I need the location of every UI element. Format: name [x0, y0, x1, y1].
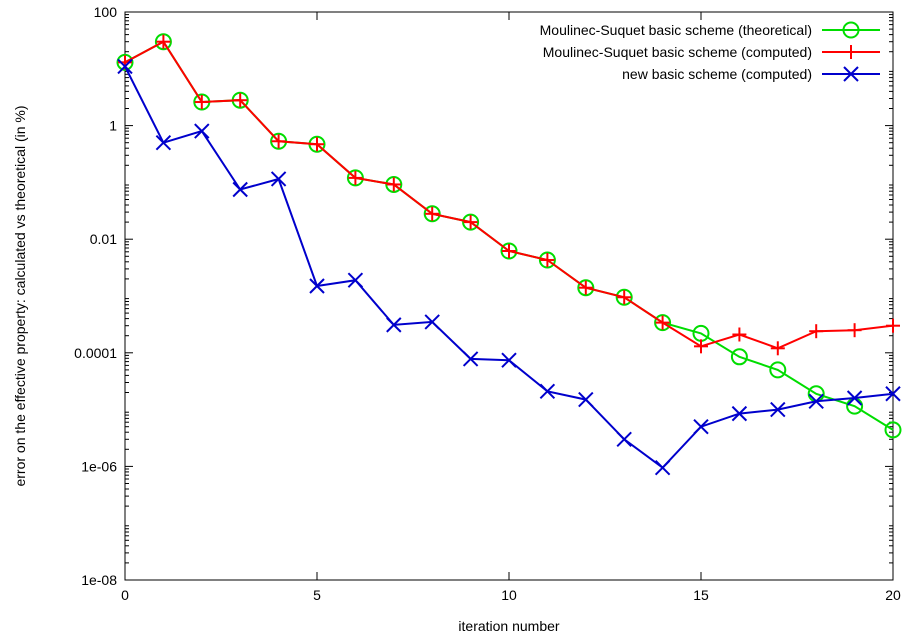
- series-1: [116, 33, 902, 439]
- data-point: [540, 253, 555, 268]
- data-point: [385, 175, 403, 193]
- legend-item: Moulinec-Suquet basic scheme (computed): [543, 44, 880, 60]
- legend-label: new basic scheme (computed): [622, 66, 812, 82]
- data-point: [769, 361, 787, 379]
- data-point: [502, 243, 516, 258]
- legend-marker: [843, 66, 859, 82]
- data-point: [654, 459, 671, 476]
- data-point: [846, 390, 863, 406]
- data-point: [462, 213, 480, 231]
- data-point: [271, 134, 286, 149]
- legend-label: Moulinec-Suquet basic scheme (computed): [543, 44, 812, 60]
- x-tick-label: 0: [121, 587, 129, 603]
- y-tick-label: 1e-08: [81, 572, 117, 588]
- data-point: [232, 181, 248, 198]
- y-tick-label: 0.0001: [74, 345, 117, 361]
- data-point: [117, 58, 133, 75]
- data-point: [233, 93, 248, 108]
- y-axis-ticks: 1e-08 1e-06 0.0001 0.01 1 100: [74, 4, 893, 588]
- data-point: [155, 134, 172, 151]
- series-line: [124, 40, 894, 350]
- data-point: [310, 137, 324, 152]
- data-point: [732, 327, 747, 342]
- legend-item: Moulinec-Suquet basic scheme (theoretica…: [540, 21, 880, 39]
- data-point: [886, 318, 900, 333]
- data-point: [347, 272, 364, 288]
- legend-marker: [842, 21, 860, 39]
- data-point: [270, 171, 287, 187]
- y-tick-label: 1: [109, 118, 117, 134]
- data-point: [194, 123, 210, 139]
- y-axis-label: error on the effective property: calcula…: [12, 105, 28, 486]
- data-point: [770, 341, 785, 356]
- data-point: [346, 169, 364, 187]
- data-point: [693, 418, 709, 435]
- legend-label: Moulinec-Suquet basic scheme (theoretica…: [540, 22, 812, 38]
- data-point: [694, 339, 708, 354]
- data-point: [156, 34, 171, 49]
- y-tick-label: 1e-06: [81, 458, 117, 474]
- data-point: [577, 279, 595, 297]
- data-point: [730, 348, 748, 366]
- data-point: [309, 278, 325, 294]
- legend-marker: [844, 45, 858, 59]
- x-tick-label: 15: [693, 587, 709, 603]
- data-point: [348, 170, 363, 185]
- data-point: [425, 206, 440, 221]
- data-point: [462, 351, 479, 367]
- data-point: [386, 177, 401, 192]
- y-tick-label: 0.01: [90, 231, 117, 247]
- legend-item: new basic scheme (computed): [622, 66, 880, 82]
- series-3: [117, 58, 901, 476]
- data-point: [154, 33, 172, 51]
- data-point: [386, 317, 402, 333]
- x-axis-label: iteration number: [458, 618, 560, 634]
- data-point: [885, 386, 901, 402]
- series-layer: [116, 33, 902, 476]
- data-point: [655, 315, 670, 330]
- data-point: [808, 393, 824, 410]
- data-point: [539, 383, 556, 400]
- x-tick-label: 10: [501, 587, 517, 603]
- data-point: [809, 324, 824, 339]
- data-point: [501, 352, 517, 368]
- series-2: [118, 34, 900, 356]
- data-point: [884, 421, 902, 439]
- data-point: [423, 205, 441, 223]
- data-point: [731, 405, 748, 422]
- legend: Moulinec-Suquet basic scheme (theoretica…: [540, 21, 880, 82]
- data-point: [424, 314, 440, 330]
- data-point: [770, 401, 786, 418]
- data-point: [578, 280, 593, 295]
- data-point: [617, 290, 632, 305]
- x-tick-label: 5: [313, 587, 321, 603]
- series-line: [124, 65, 894, 470]
- data-point: [538, 251, 556, 269]
- data-point: [463, 215, 478, 230]
- data-point: [615, 288, 633, 306]
- x-axis-ticks: 0 5 10 15 20: [121, 12, 901, 603]
- data-point: [500, 242, 518, 260]
- y-tick-label: 100: [94, 4, 118, 20]
- data-point: [847, 323, 862, 338]
- data-point: [578, 391, 594, 408]
- data-point: [116, 53, 134, 71]
- data-point: [194, 95, 209, 110]
- data-point: [616, 431, 632, 448]
- x-tick-label: 20: [885, 587, 901, 603]
- data-point: [654, 314, 672, 332]
